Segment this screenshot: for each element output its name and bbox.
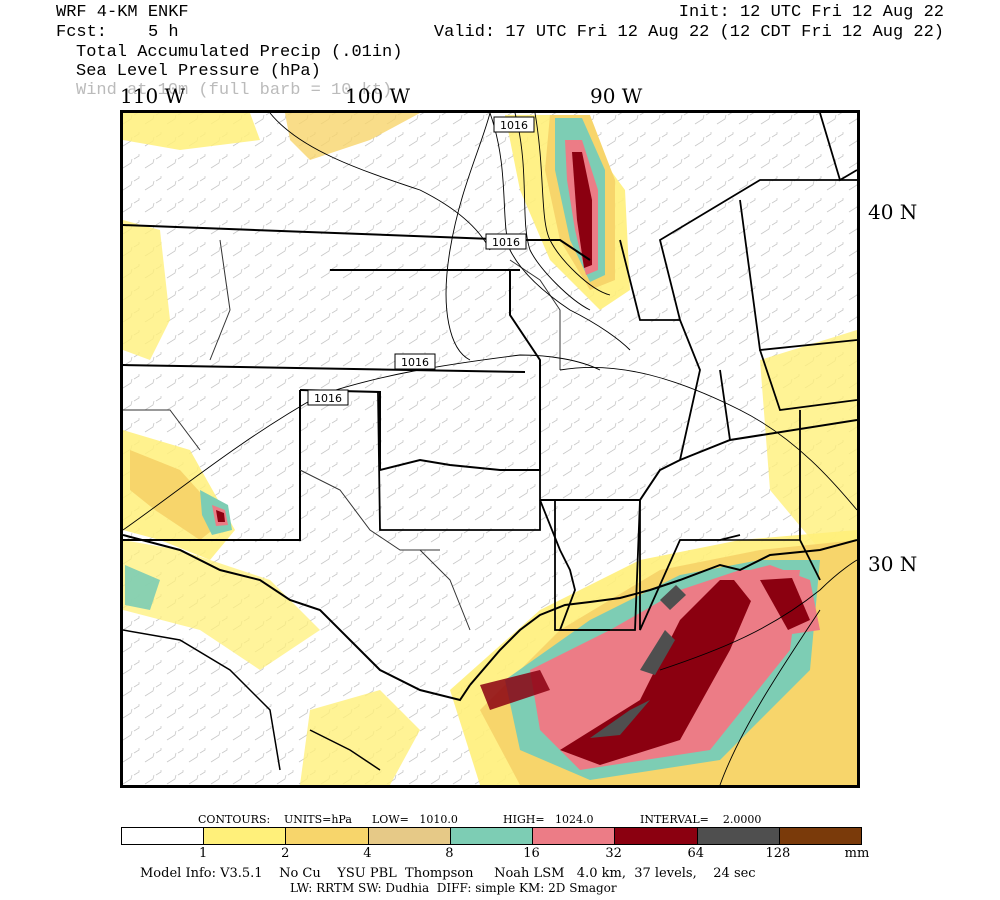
forecast-hour: 5 h: [148, 23, 179, 42]
contours-units: UNITS=hPa: [284, 813, 352, 826]
colorbar-swatch: [532, 828, 615, 844]
colorbar-swatch: [285, 828, 368, 844]
isobar-label: 1016: [492, 236, 520, 249]
isobar-labels: 1016 1016 1016 1016: [307, 116, 535, 406]
colorbar-tick-label: 8: [445, 846, 454, 861]
colorbar-swatch: [367, 828, 450, 844]
boundaries-layer: [123, 113, 857, 771]
precip-layer: [123, 113, 857, 785]
colorbar-tick-label: 2: [281, 846, 290, 861]
colorbar-swatch: [203, 828, 286, 844]
colorbar-tick-label: 32: [605, 846, 622, 861]
weather-map: 1016 1016 1016 1016: [120, 110, 860, 788]
isobar-label: 1016: [500, 119, 528, 132]
model-title: WRF 4-KM ENKF: [56, 3, 189, 22]
field-slp-title: Sea Level Pressure (hPa): [76, 62, 321, 81]
colorbar-swatch: [614, 828, 697, 844]
contours-high: HIGH= 1024.0: [503, 813, 594, 826]
colorbar-unit: mm: [844, 846, 870, 861]
colorbar-tick-label: 16: [523, 846, 540, 861]
precip-colorbar: [121, 827, 862, 845]
colorbar-tick-label: 128: [765, 846, 791, 861]
contours-low: LOW= 1010.0: [372, 813, 458, 826]
colorbar-swatch: [778, 828, 861, 844]
init-time: Init: 12 UTC Fri 12 Aug 22: [678, 3, 944, 22]
lat-label-30n: 30 N: [868, 552, 918, 576]
colorbar-swatch: [449, 828, 533, 844]
map-frame: [120, 110, 860, 788]
isobars-layer: [123, 113, 857, 785]
lon-label-90w: 90 W: [590, 84, 643, 108]
colorbar-swatch: [122, 828, 204, 844]
model-physics: LW: RRTM SW: Dudhia DIFF: simple KM: 2D …: [290, 881, 617, 895]
field-wind-title: Wind at 10m (full barb = 10 kt): [76, 81, 393, 100]
contours-label: CONTOURS:: [198, 813, 271, 826]
field-precip-title: Total Accumulated Precip (.01in): [76, 43, 403, 62]
model-info: Model Info: V3.5.1 No Cu YSU PBL Thompso…: [140, 866, 756, 881]
colorbar-tick-label: 64: [687, 846, 705, 861]
colorbar-tick-label: 4: [363, 846, 372, 861]
isobar-label: 1016: [314, 392, 342, 405]
forecast-label: Fcst:: [56, 23, 108, 42]
lon-label-110w: 110 W: [120, 84, 186, 108]
lon-label-100w: 100 W: [345, 84, 411, 108]
valid-time: Valid: 17 UTC Fri 12 Aug 22 (12 CDT Fri …: [433, 23, 944, 42]
colorbar-tick-label: 1: [198, 846, 208, 861]
contours-interval: INTERVAL= 2.0000: [640, 813, 762, 826]
lat-label-40n: 40 N: [868, 200, 918, 224]
isobar-label: 1016: [401, 356, 429, 369]
colorbar-swatch: [696, 828, 779, 844]
